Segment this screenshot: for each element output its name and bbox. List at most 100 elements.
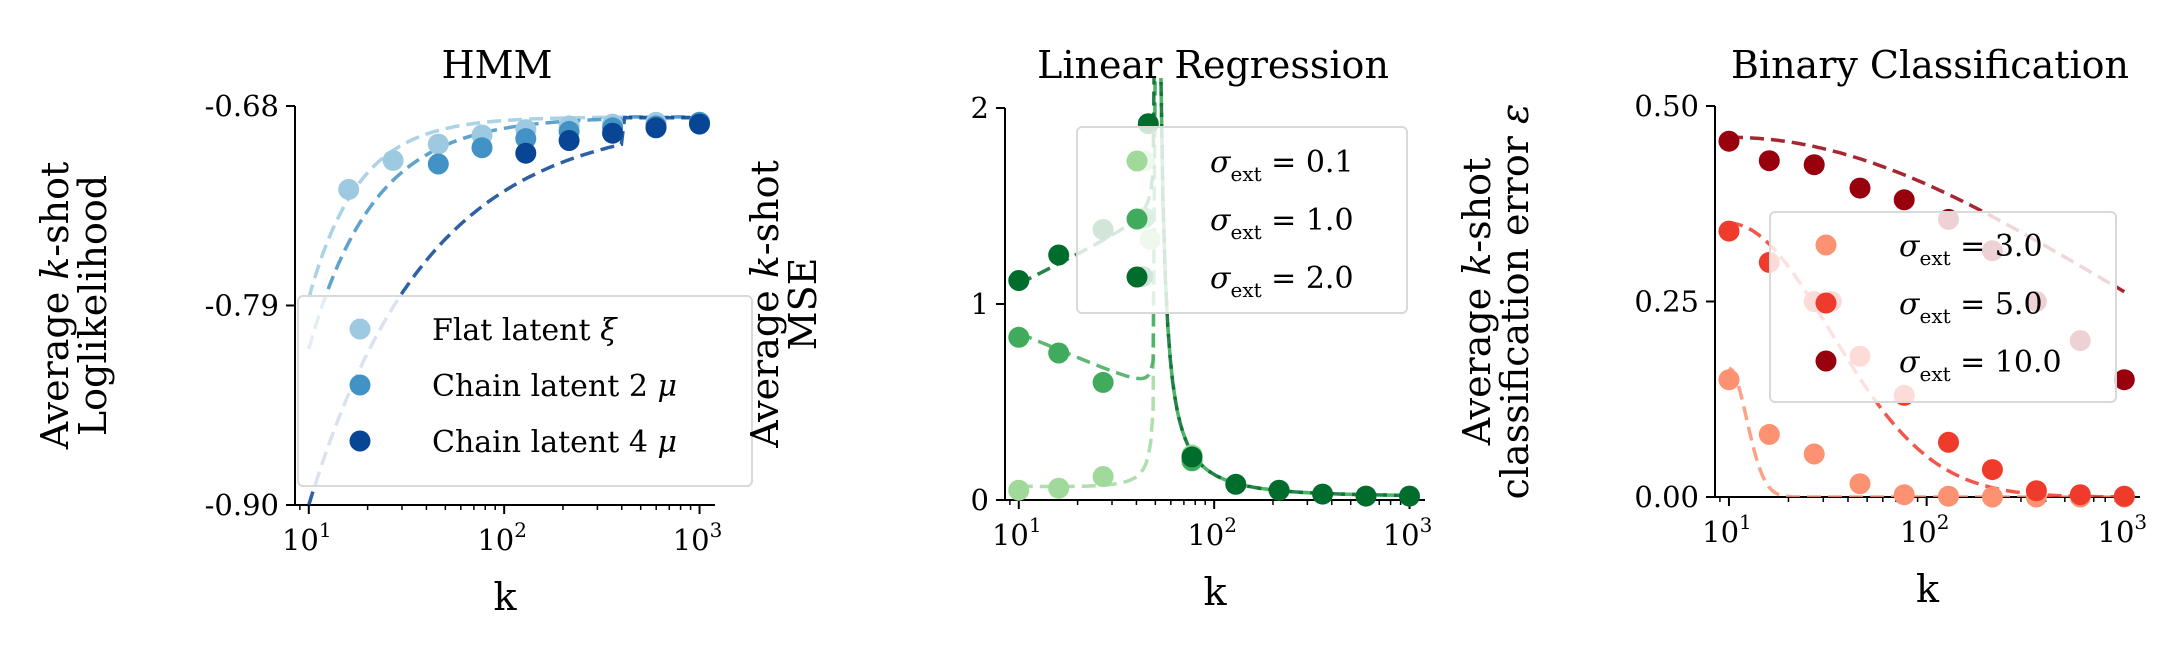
x-axis-label: k [493,575,517,619]
x-tick-label: 102 [477,518,527,557]
data-point [427,133,449,155]
chart-panel-3: Binary Classification 0.00 0.25 0.50 101 102 1… [1455,43,2147,611]
data-point [1048,244,1070,266]
data-point [1008,326,1030,348]
data-point [1938,431,1959,453]
chart-panel-1: HMM -0.90 -0.79 -0.68 101 102 103 k Average k-sh… [33,43,753,619]
fit-curve [307,115,700,350]
data-point [2113,369,2135,391]
legend-marker [1126,266,1148,288]
data-point [558,130,580,151]
legend: σext = 3.0 σext = 5.0 σext = 10.0 [1769,211,2117,403]
data-point [1268,479,1290,501]
data-point [2025,480,2047,502]
data-point [1399,485,1420,507]
data-point [1092,371,1114,393]
data-point [1008,479,1030,501]
data-point [1758,423,1780,445]
legend-marker [349,318,371,340]
data-point [1938,485,1959,507]
y-tick-label: 0.50 [1634,89,1699,123]
data-point [1181,446,1203,468]
legend-label: σext = 5.0 [1899,287,2043,328]
x-tick-label: 102 [1900,510,1950,549]
fit-curve [1729,135,2126,294]
y-axis-label: Average k-shot [1455,158,1499,447]
x-axis-label: k [1203,570,1227,614]
data-point [1312,483,1334,505]
data-point [1092,466,1114,487]
legend-box [297,295,753,487]
data-point [1758,150,1780,172]
legend-label: σext = 0.1 [1210,145,1354,186]
y-tick-label: 0.25 [1634,285,1699,319]
data-point [1008,270,1030,291]
data-point [1893,484,1915,506]
y-tick-label: 0 [971,483,989,517]
legend-marker [1126,208,1148,230]
y-axis-label: Average k-shot [743,160,787,449]
y-axis-label: Average k-shot [33,162,77,451]
fit-curve [1728,366,2125,497]
legend-marker [1815,350,1837,372]
data-point [1981,459,2003,481]
legend-label: σext = 2.0 [1210,261,1354,302]
chart-panel-2: Linear Regression 0 1 2 101 102 103 k Average k-… [743,43,1433,614]
data-point [1718,369,1740,391]
data-point [427,153,449,175]
fit-curve [307,115,700,299]
y-tick-label: -0.79 [205,289,279,323]
chart-title: Linear Regression [1037,43,1389,87]
chart-title: Binary Classification [1731,43,2129,87]
data-point [1048,477,1070,499]
data-point [1803,154,1825,176]
data-point [1803,443,1825,465]
data-point [338,178,360,200]
data-point [1225,473,1247,495]
x-tick-label: 103 [1383,513,1433,552]
legend-marker [1815,234,1837,256]
legend: σext = 0.1 σext = 1.0 σext = 2.0 [1076,126,1408,314]
x-tick-label: 103 [673,518,723,557]
legend-label: Flat latent ξ [432,313,618,348]
y-tick-label: 1 [971,287,989,321]
data-point [471,137,493,159]
data-point [2113,485,2135,507]
data-point [645,117,667,139]
legend-label: σext = 10.0 [1899,345,2062,386]
data-point [2069,484,2091,506]
legend-label: Chain latent 2 μ [432,369,677,404]
legend-marker [349,374,371,396]
x-tick-label: 102 [1187,513,1237,552]
data-point [1849,177,1871,199]
legend-marker [1815,292,1837,314]
y-tick-label: 2 [971,91,989,125]
legend-box [1769,211,2117,403]
y-tick-label: -0.68 [205,89,279,123]
data-point [382,149,404,171]
data-point [1718,220,1740,242]
data-point [1355,485,1377,507]
chart-title: HMM [442,43,553,87]
data-point [515,128,537,150]
data-point [1893,189,1915,211]
x-tick-label: 101 [1702,510,1752,549]
data-point [1718,130,1740,152]
legend-box [1076,126,1408,314]
x-tick-label: 103 [2098,510,2148,549]
data-point [1981,486,2003,508]
legend-marker [349,430,371,452]
data-point [515,142,537,164]
y-tick-label: -0.90 [205,488,279,522]
y-axis-label: Loglikelihood [71,175,115,436]
y-axis-label: MSE [781,258,825,351]
y-tick-label: 0.00 [1634,480,1699,514]
data-point [602,122,624,144]
legend-marker [1126,150,1148,172]
legend-label: σext = 1.0 [1210,203,1354,244]
legend: Flat latent ξ Chain latent 2 μ Chain laten… [297,295,753,487]
legend-label: Chain latent 4 μ [432,425,677,460]
data-point [689,113,710,135]
y-axis-label: classification error ε [1493,104,1537,500]
x-axis-label: k [1916,567,1940,611]
